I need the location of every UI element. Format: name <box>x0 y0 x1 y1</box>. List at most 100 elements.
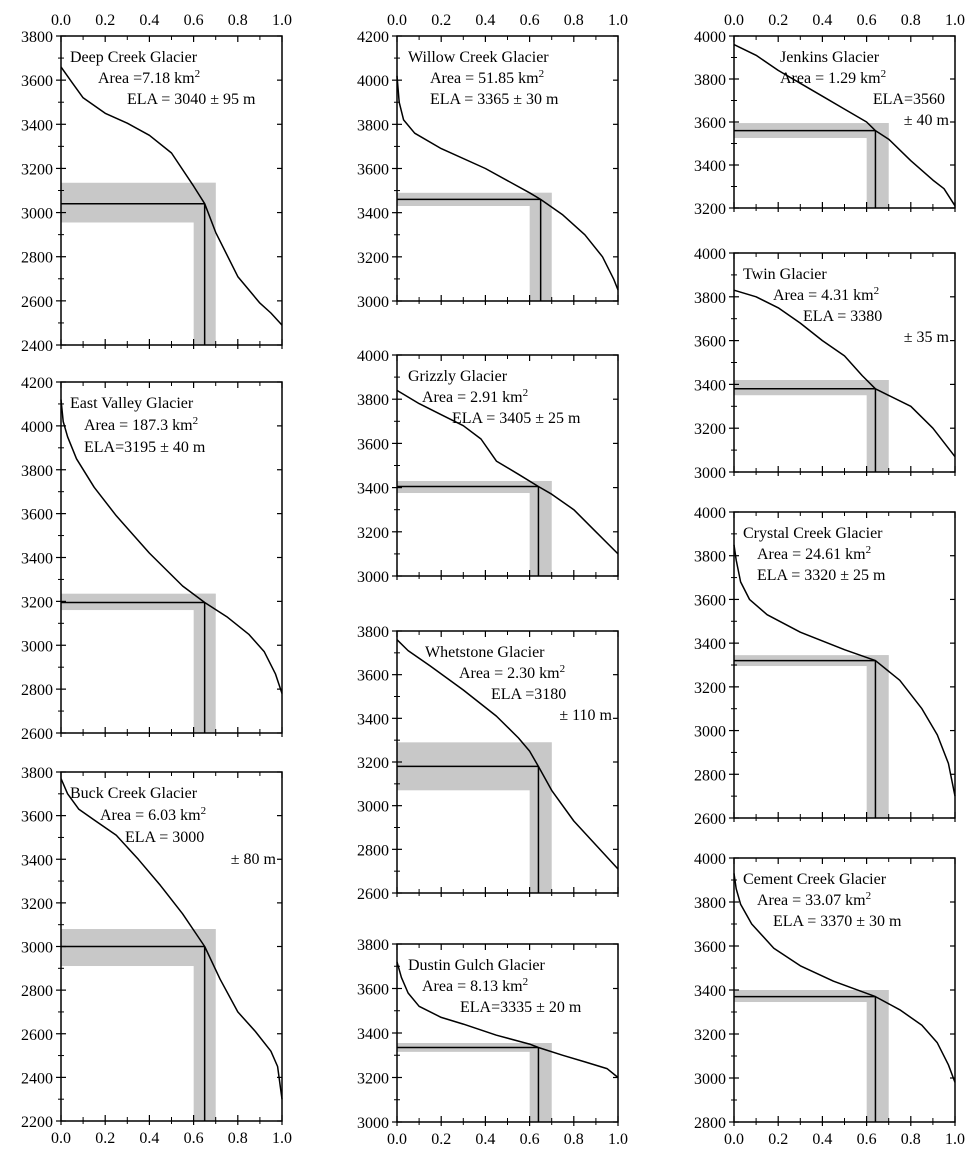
area-unit-superscript: 2 <box>523 976 529 988</box>
y-tick-label: 3400 <box>694 636 726 653</box>
area-label: Area = 24.61 km2 <box>757 544 871 563</box>
x-tick-label: 0.0 <box>724 12 744 29</box>
band-gap <box>61 966 194 1121</box>
aar-band <box>866 380 889 472</box>
x-tick-label: 0.8 <box>228 12 248 29</box>
area-unit-superscript: 2 <box>523 387 529 399</box>
y-tick-label: 3200 <box>694 680 726 697</box>
x-tick-label: 0.2 <box>431 1131 451 1148</box>
y-tick-label: 2400 <box>21 1070 53 1087</box>
area-unit-superscript: 2 <box>866 890 872 902</box>
area-unit-superscript: 2 <box>195 68 201 80</box>
y-tick-label: 2800 <box>21 682 53 699</box>
y-tick-label: 3000 <box>357 569 389 586</box>
x-tick-label: 1.0 <box>945 12 965 29</box>
area-label: Area = 187.3 km2 <box>84 415 198 434</box>
x-tick-label: 0.2 <box>431 12 451 29</box>
y-tick-label: 3000 <box>357 1115 389 1132</box>
y-tick-label: 3200 <box>21 161 53 178</box>
y-tick-label: 2800 <box>694 1115 726 1132</box>
y-tick-label: 3200 <box>357 250 389 267</box>
band-gap <box>397 790 530 893</box>
ela-label: ELA = 3405 ± 25 m <box>452 410 581 427</box>
x-tick-label: 0.8 <box>901 12 921 29</box>
ela-label: ± 110 m <box>559 707 612 724</box>
x-tick-label: 0.6 <box>184 12 204 29</box>
band-gap <box>61 222 194 345</box>
y-tick-label: 4000 <box>357 348 389 365</box>
y-tick-label: 3800 <box>357 117 389 134</box>
y-tick-label: 3400 <box>357 206 389 223</box>
ela-label: ELA = 3365 ± 30 m <box>430 91 559 108</box>
ela-label: ELA=3195 ± 40 m <box>84 439 206 456</box>
y-tick-label: 3200 <box>21 594 53 611</box>
area-label: Area = 33.07 km2 <box>757 890 871 909</box>
ela-label: ELA = 3320 ± 25 m <box>757 567 886 584</box>
area-unit-superscript: 2 <box>560 663 566 675</box>
area-label: Area =7.18 km2 <box>98 68 200 87</box>
chart-panel: 2600 2800 3000 3200 3400 3600 3800 4000 Crystal … <box>694 505 956 828</box>
ela-label: ± 80 m <box>231 851 277 868</box>
ela-label: ELA = 3370 ± 30 m <box>773 913 902 930</box>
y-tick-label: 3800 <box>21 765 53 782</box>
area-label: Area = 1.29 km2 <box>780 68 886 87</box>
band-gap <box>734 666 867 818</box>
y-tick-label: 3600 <box>357 982 389 999</box>
ela-band <box>61 182 216 223</box>
y-tick-label: 3400 <box>21 551 53 568</box>
band-gap <box>397 1051 530 1122</box>
ela-band <box>61 929 216 967</box>
band-gap <box>397 206 530 301</box>
glacier-name: Willow Creek Glacier <box>408 49 549 66</box>
x-tick-label: 1.0 <box>945 1131 965 1148</box>
band-gap <box>61 610 194 733</box>
glacier-name: Dustin Gulch Glacier <box>408 957 546 974</box>
glacier-name: Whetstone Glacier <box>425 644 545 661</box>
glacier-name: East Valley Glacier <box>70 395 194 412</box>
aar-band <box>529 1043 552 1122</box>
y-tick-label: 3200 <box>21 896 53 913</box>
y-tick-label: 3200 <box>694 421 726 438</box>
aar-band <box>529 480 552 576</box>
y-tick-label: 3800 <box>694 290 726 307</box>
x-tick-label: 0.6 <box>520 12 540 29</box>
area-unit-superscript: 2 <box>866 544 872 556</box>
area-unit-superscript: 2 <box>874 285 880 297</box>
glacier-name: Jenkins Glacier <box>780 49 880 66</box>
y-tick-label: 3600 <box>21 73 53 90</box>
y-tick-label: 4200 <box>357 29 389 46</box>
x-tick-label: 0.8 <box>228 1130 248 1147</box>
band-gap <box>734 138 867 208</box>
y-tick-label: 4000 <box>694 851 726 868</box>
y-tick-label: 2600 <box>357 886 389 903</box>
hypsometric-curve <box>733 43 956 207</box>
y-tick-label: 3800 <box>357 937 389 954</box>
y-tick-label: 3600 <box>694 334 726 351</box>
hypsometric-curve <box>60 66 283 326</box>
y-tick-label: 3800 <box>694 549 726 566</box>
hypsometric-curve <box>733 289 956 458</box>
y-tick-label: 3800 <box>357 624 389 641</box>
y-tick-label: 4000 <box>21 419 53 436</box>
y-tick-label: 3600 <box>21 809 53 826</box>
chart-panel: 2800 3000 3200 3400 3600 3800 4000 0.0 0.2 0.4 0.6… <box>694 851 965 1148</box>
hypsometric-curve <box>396 961 619 1079</box>
x-tick-label: 0.4 <box>812 12 832 29</box>
area-label: Area = 6.03 km2 <box>100 805 206 824</box>
y-tick-label: 3000 <box>21 638 53 655</box>
x-tick-label: 0.2 <box>768 12 788 29</box>
area-label: Area = 51.85 km2 <box>430 68 544 87</box>
y-tick-label: 3800 <box>694 72 726 89</box>
glacier-name: Crystal Creek Glacier <box>743 525 883 542</box>
ela-label: ELA = 3000 <box>125 829 204 846</box>
chart-panel: 3000 3200 3400 3600 3800 4000 Grizzly Glacier A… <box>357 348 619 586</box>
x-tick-label: 0.0 <box>51 12 71 29</box>
ela-label: ELA =3180 <box>491 686 566 703</box>
hypsometric-curve <box>733 544 956 797</box>
y-tick-label: 3000 <box>21 206 53 223</box>
y-tick-label: 3600 <box>357 668 389 685</box>
x-tick-label: 0.4 <box>139 1130 159 1147</box>
y-tick-label: 3200 <box>694 1027 726 1044</box>
x-tick-label: 0.4 <box>139 12 159 29</box>
